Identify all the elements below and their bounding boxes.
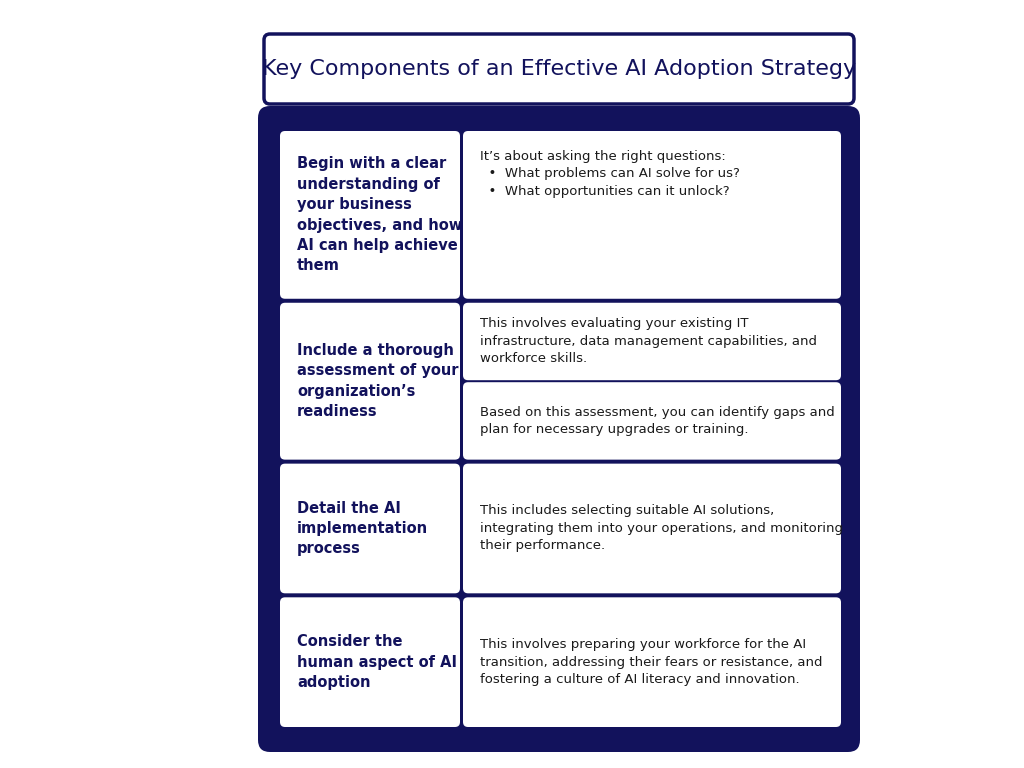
FancyBboxPatch shape [280,303,460,459]
Text: Begin with a clear
understanding of
your business
objectives, and how
AI can hel: Begin with a clear understanding of your… [297,157,462,273]
FancyBboxPatch shape [463,382,841,459]
Text: Detail the AI
implementation
process: Detail the AI implementation process [297,501,428,556]
FancyBboxPatch shape [280,598,460,727]
FancyBboxPatch shape [264,34,854,104]
FancyBboxPatch shape [463,131,841,299]
FancyBboxPatch shape [280,464,460,594]
Text: Include a thorough
assessment of your
organization’s
readiness: Include a thorough assessment of your or… [297,343,459,419]
Text: Key Components of an Effective AI Adoption Strategy: Key Components of an Effective AI Adopti… [262,59,856,79]
Text: This involves preparing your workforce for the AI
transition, addressing their f: This involves preparing your workforce f… [480,638,822,686]
Text: This involves evaluating your existing IT
infrastructure, data management capabi: This involves evaluating your existing I… [480,317,817,366]
FancyBboxPatch shape [463,598,841,727]
Text: Based on this assessment, you can identify gaps and
plan for necessary upgrades : Based on this assessment, you can identi… [480,406,835,436]
Text: It’s about asking the right questions:
  •  What problems can AI solve for us?
 : It’s about asking the right questions: •… [480,150,740,198]
Text: This includes selecting suitable AI solutions,
integrating them into your operat: This includes selecting suitable AI solu… [480,505,843,552]
FancyBboxPatch shape [258,106,860,752]
FancyBboxPatch shape [463,303,841,380]
FancyBboxPatch shape [280,131,460,299]
Text: Consider the
human aspect of AI
adoption: Consider the human aspect of AI adoption [297,634,457,690]
FancyBboxPatch shape [463,464,841,594]
